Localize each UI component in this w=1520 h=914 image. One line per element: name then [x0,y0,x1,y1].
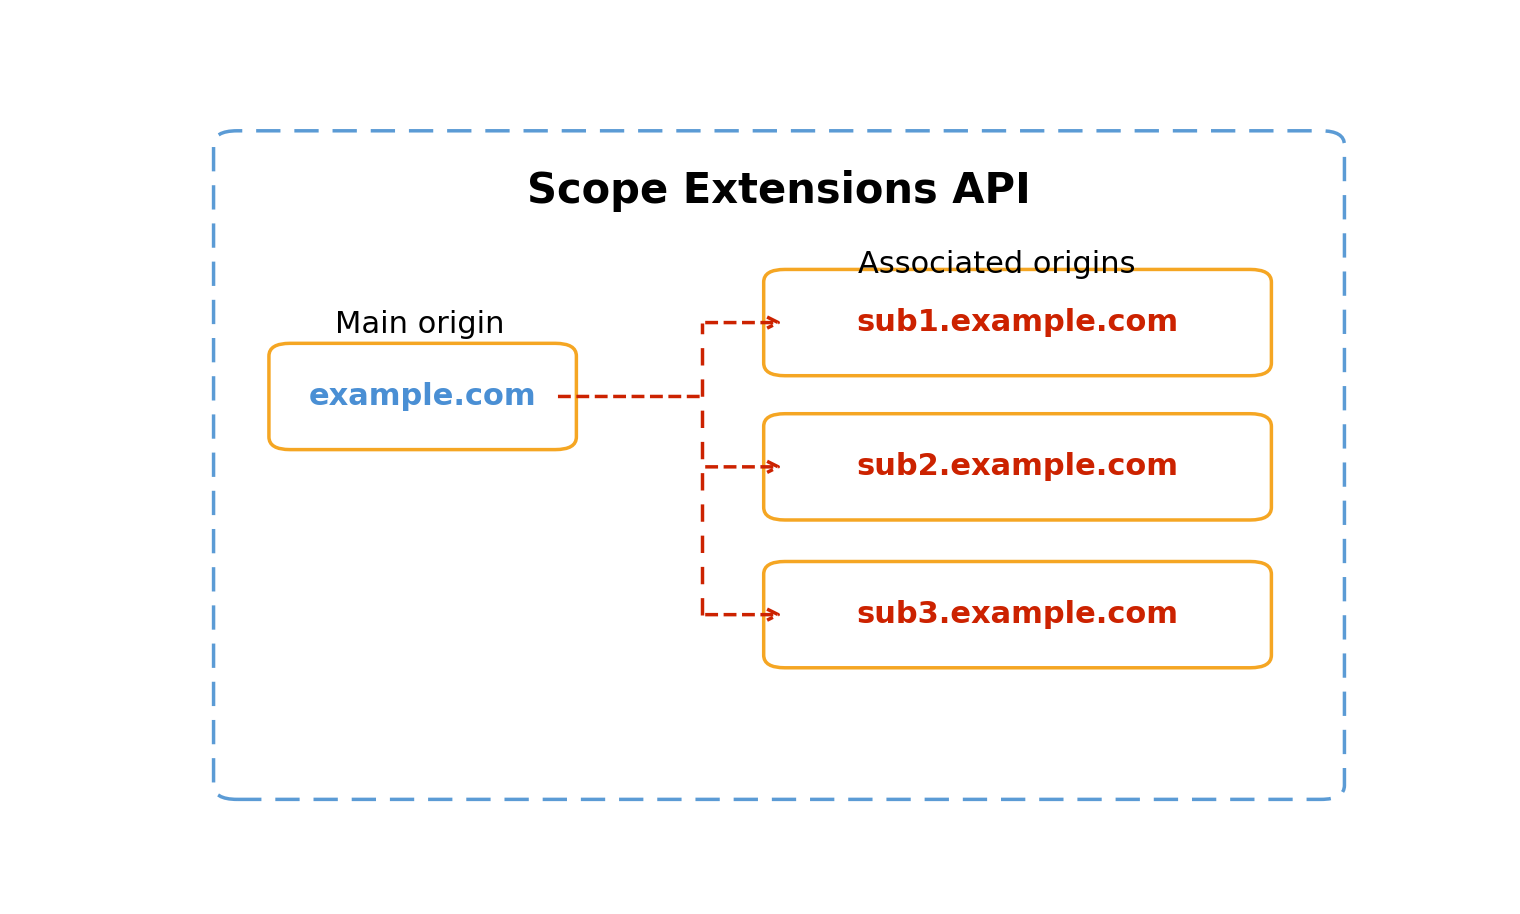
Text: sub3.example.com: sub3.example.com [857,600,1178,629]
Text: Scope Extensions API: Scope Extensions API [527,170,1031,212]
Text: example.com: example.com [309,382,537,411]
Text: Main origin: Main origin [334,310,505,339]
Text: sub1.example.com: sub1.example.com [856,308,1178,337]
Text: Associated origins: Associated origins [859,250,1135,279]
FancyBboxPatch shape [763,561,1271,668]
FancyBboxPatch shape [763,414,1271,520]
FancyBboxPatch shape [763,270,1271,376]
Text: sub2.example.com: sub2.example.com [857,452,1178,482]
FancyBboxPatch shape [269,344,576,450]
FancyBboxPatch shape [213,131,1345,800]
